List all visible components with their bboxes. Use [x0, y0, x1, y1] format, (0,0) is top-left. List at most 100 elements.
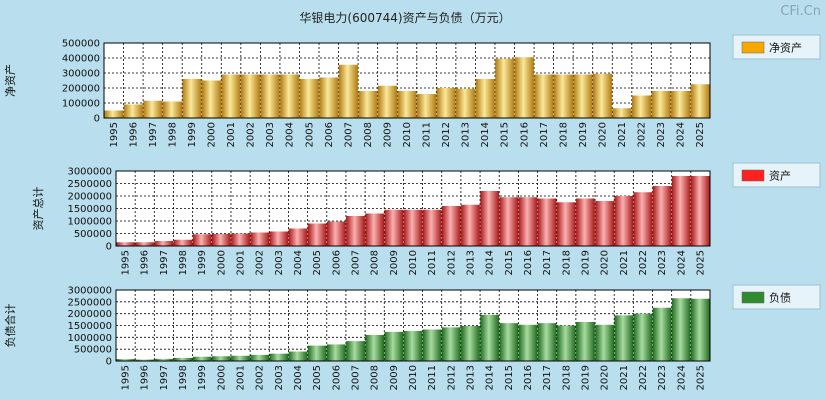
x-tick-label: 1998 — [178, 250, 189, 275]
bar-2024 — [671, 176, 691, 246]
y-tick-label: 0 — [94, 114, 100, 125]
x-tick-label: 2016 — [523, 250, 534, 275]
bar-2020 — [592, 73, 613, 118]
bar-2017 — [534, 74, 554, 118]
plot-frame — [115, 289, 711, 362]
legend-label: 净资产 — [769, 41, 802, 55]
x-tick-label: 1999 — [187, 122, 198, 147]
bar-2024 — [671, 91, 691, 118]
y-tick-label: 400000 — [62, 54, 100, 65]
x-tick-label: 2014 — [480, 122, 491, 147]
x-tick-label: 2017 — [542, 250, 553, 275]
bar-2006 — [319, 77, 339, 118]
x-tick-label: 2013 — [465, 250, 476, 275]
bar-2005 — [307, 345, 327, 361]
bar-2009 — [377, 85, 398, 118]
x-tick-label: 2013 — [461, 122, 472, 147]
x-tick-label: 2018 — [558, 122, 569, 147]
bar-1995 — [104, 110, 124, 118]
bar-2002 — [241, 74, 261, 118]
bar-2022 — [632, 95, 652, 118]
x-tick-label: 2009 — [389, 250, 400, 275]
x-tick-label: 2016 — [523, 365, 534, 390]
y-tick-label: 500000 — [62, 39, 100, 50]
x-tick-label: 2011 — [427, 365, 438, 390]
y-tick-label: 0 — [106, 357, 112, 368]
bar-2023 — [652, 307, 672, 361]
x-tick-label: 2008 — [363, 122, 374, 147]
bar-2025 — [691, 176, 710, 246]
x-tick-label: 2023 — [656, 122, 667, 147]
y-tick-label: 2500000 — [67, 297, 112, 308]
bar-2019 — [576, 321, 595, 361]
bar-2004 — [288, 351, 308, 361]
x-tick-label: 2006 — [331, 365, 342, 390]
bar-2000 — [211, 234, 231, 246]
y-axis-title: 负债合计 — [3, 304, 17, 348]
x-tick-label: 2010 — [408, 250, 419, 275]
bar-2020 — [595, 201, 615, 246]
bar-2011 — [422, 329, 442, 361]
bar-2023 — [651, 91, 671, 118]
x-tick-label: 2011 — [427, 250, 438, 275]
x-tick-label: 2006 — [331, 250, 342, 275]
bar-2021 — [612, 108, 632, 118]
bar-2008 — [358, 91, 378, 118]
y-tick-label: 2000000 — [67, 192, 112, 203]
bar-1997 — [154, 358, 174, 361]
y-tick-label: 200000 — [62, 84, 100, 95]
x-tick-label: 2024 — [676, 122, 687, 147]
bar-2022 — [633, 313, 653, 361]
y-tick-label: 300000 — [62, 69, 100, 80]
x-tick-label: 1998 — [178, 365, 189, 390]
bar-2010 — [403, 209, 423, 246]
bar-2007 — [346, 216, 365, 246]
bar-1995 — [116, 359, 135, 361]
x-tick-label: 2022 — [638, 250, 649, 275]
x-tick-label: 2022 — [638, 365, 649, 390]
bar-2024 — [671, 298, 691, 361]
x-tick-label: 2002 — [255, 250, 266, 275]
bar-2000 — [201, 80, 222, 118]
bar-2015 — [495, 58, 515, 118]
x-tick-label: 2000 — [216, 365, 227, 390]
bar-1997 — [154, 241, 174, 246]
x-tick-label: 2009 — [382, 122, 393, 147]
x-tick-label: 2021 — [619, 365, 630, 390]
x-tick-label: 2020 — [600, 250, 611, 275]
x-tick-label: 2017 — [542, 365, 553, 390]
x-tick-label: 2004 — [293, 365, 304, 390]
watermark: CFi.Cn — [780, 4, 821, 19]
x-tick-label: 1995 — [121, 365, 132, 390]
x-tick-label: 2025 — [695, 250, 706, 275]
bar-2012 — [436, 88, 456, 118]
x-tick-label: 2003 — [265, 122, 276, 147]
bar-2005 — [299, 79, 319, 118]
bar-2016 — [518, 324, 538, 361]
bar-2004 — [288, 228, 308, 246]
x-tick-label: 2025 — [695, 365, 706, 390]
bar-2019 — [573, 74, 593, 118]
x-tick-label: 2001 — [236, 250, 247, 275]
x-tick-label: 1996 — [128, 122, 139, 147]
bar-2002 — [250, 232, 270, 246]
bar-2014 — [480, 191, 500, 246]
x-tick-label: 2010 — [402, 122, 413, 147]
bar-1999 — [182, 79, 202, 118]
x-tick-label: 2008 — [370, 250, 381, 275]
bar-2021 — [614, 315, 634, 361]
bar-2008 — [365, 213, 385, 246]
bar-2003 — [260, 74, 280, 118]
chart-panel-1: 0 100000 200000 300000 400000 500000 1995 1996 1… — [3, 34, 821, 147]
plot-frame — [103, 42, 711, 119]
y-tick-label: 2500000 — [67, 179, 112, 190]
x-tick-label: 2020 — [600, 365, 611, 390]
bar-2016 — [518, 197, 538, 246]
bar-1996 — [123, 104, 143, 118]
x-tick-label: 2016 — [519, 122, 530, 147]
bar-2009 — [384, 209, 404, 246]
plot-frame — [115, 170, 711, 247]
x-tick-label: 2024 — [676, 250, 687, 275]
